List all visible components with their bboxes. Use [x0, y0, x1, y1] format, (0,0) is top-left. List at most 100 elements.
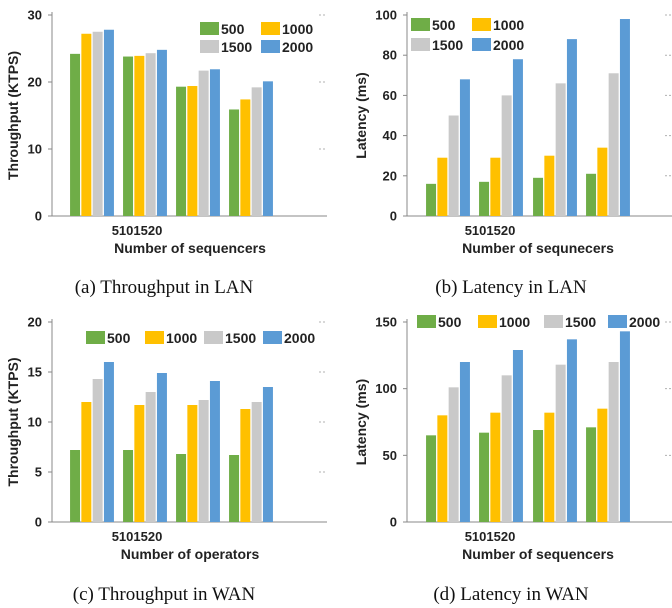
bar-2000-15: [209, 381, 220, 522]
bar-1500-15: [555, 364, 566, 522]
bar-1500-5: [448, 115, 459, 216]
y-tick-label: 40: [383, 128, 397, 143]
panel-b-latency-lan: 0 20 40 60 80 100 5101520 Number of sequnecers L…: [353, 8, 672, 298]
bar-2000-10: [512, 350, 523, 522]
bar-1000-15: [544, 155, 555, 216]
legend-swatch-500: [411, 18, 430, 31]
bar-2000-20: [619, 19, 630, 216]
bar-1000-20: [597, 147, 608, 216]
y-tick-label: 150: [375, 315, 397, 330]
legend-label-500: 500: [432, 17, 456, 33]
bar-500-15: [533, 430, 544, 522]
legend: 500 1000 1500 2000: [411, 17, 524, 53]
panel-d-latency-wan: 0 50 100 150 5101520 Number of sequencers Late…: [353, 314, 672, 605]
bar-500-15: [533, 177, 544, 216]
legend: 500 1000 1500 2000: [86, 330, 315, 346]
bar-500-10: [479, 181, 490, 216]
y-tick-label: 100: [375, 8, 397, 23]
bar-2000-15: [566, 39, 577, 217]
bar-500-20: [586, 173, 597, 216]
panel-caption: (c) Throughput in WAN: [73, 584, 256, 605]
y-axis-label: Latency (ms): [353, 72, 369, 158]
x-tick-labels: 5101520: [112, 223, 163, 238]
bar-1000-10: [134, 55, 145, 217]
legend-swatch-1500: [544, 315, 563, 328]
bar-2000-5: [459, 362, 470, 522]
legend-label-500: 500: [438, 314, 462, 330]
bar-1500-10: [145, 392, 156, 522]
bar-1500-10: [501, 95, 512, 216]
x-tick-labels: 5101520: [465, 529, 516, 544]
y-tick-label: 15: [28, 365, 42, 380]
legend: 500 1000 1500 2000: [200, 21, 313, 55]
bar-1000-20: [240, 409, 251, 522]
bar-2000-10: [156, 373, 167, 522]
bar-2000-20: [262, 81, 273, 216]
x-axis-label: Number of sequnecers: [462, 240, 614, 256]
legend-swatch-1000: [261, 22, 280, 35]
bar-1000-10: [490, 412, 501, 522]
y-tick-label: 0: [35, 209, 42, 224]
legend-label-2000: 2000: [629, 314, 660, 330]
legend-label-1000: 1000: [499, 314, 530, 330]
bar-1000-5: [437, 157, 448, 216]
bar-500-15: [176, 86, 187, 216]
bar-2000-5: [103, 29, 114, 216]
bar-500-10: [479, 432, 490, 522]
legend-label-2000: 2000: [282, 39, 313, 55]
bar-500-5: [426, 435, 437, 522]
bar-2000-10: [156, 49, 167, 217]
bar-500-20: [229, 109, 240, 216]
bar-2000-15: [566, 339, 577, 522]
legend-label-1500: 1500: [225, 330, 256, 346]
legend-swatch-1500: [200, 40, 219, 53]
legend-label-500: 500: [107, 330, 131, 346]
y-tick-label: 30: [28, 8, 42, 23]
legend-label-1000: 1000: [166, 330, 197, 346]
panel-a-throughput-lan: 0 10 20 30 5101520 Number of sequencers Throug…: [5, 8, 327, 298]
bar-1000-15: [544, 412, 555, 522]
bar-1000-5: [81, 33, 92, 217]
bar-1000-20: [240, 99, 251, 216]
legend-label-1500: 1500: [565, 314, 596, 330]
bar-2000-5: [103, 362, 114, 522]
legend-swatch-2000: [263, 331, 282, 344]
legend-swatch-1500: [411, 38, 430, 51]
y-tick-label: 5: [35, 465, 42, 480]
y-tick-label: 0: [390, 209, 397, 224]
bar-500-5: [70, 53, 81, 216]
y-tick-label: 0: [390, 515, 397, 530]
legend-label-1500: 1500: [221, 39, 252, 55]
bar-500-5: [426, 183, 437, 216]
bar-1500-20: [608, 73, 619, 216]
legend-swatch-500: [86, 331, 105, 344]
x-axis-label: Number of operators: [121, 546, 260, 562]
y-tick-label: 100: [375, 381, 397, 396]
y-tick-label: 60: [383, 88, 397, 103]
bar-2000-15: [209, 69, 220, 217]
bar-500-15: [176, 454, 187, 522]
y-tick-label: 0: [35, 515, 42, 530]
legend-swatch-2000: [261, 40, 280, 53]
legend: 500 1000 1500 2000: [417, 314, 660, 330]
panel-caption: (d) Latency in WAN: [433, 584, 589, 605]
bar-500-20: [586, 427, 597, 522]
bar-1500-10: [501, 375, 512, 522]
legend-swatch-2000: [608, 315, 627, 328]
bar-500-5: [70, 450, 81, 522]
y-tick-label: 10: [28, 415, 42, 430]
bar-1500-20: [608, 362, 619, 522]
legend-label-1000: 1000: [282, 21, 313, 37]
legend-label-1500: 1500: [432, 37, 463, 53]
y-axis-label: Latency (ms): [353, 379, 369, 465]
x-axis-label: Number of sequencers: [114, 240, 266, 256]
legend-label-1000: 1000: [493, 17, 524, 33]
bar-500-10: [123, 56, 134, 216]
bar-1000-20: [597, 408, 608, 522]
bar-2000-5: [459, 79, 470, 216]
bar-1000-5: [437, 415, 448, 522]
legend-swatch-1000: [472, 18, 491, 31]
bar-1000-15: [187, 405, 198, 522]
bar-500-20: [229, 455, 240, 522]
